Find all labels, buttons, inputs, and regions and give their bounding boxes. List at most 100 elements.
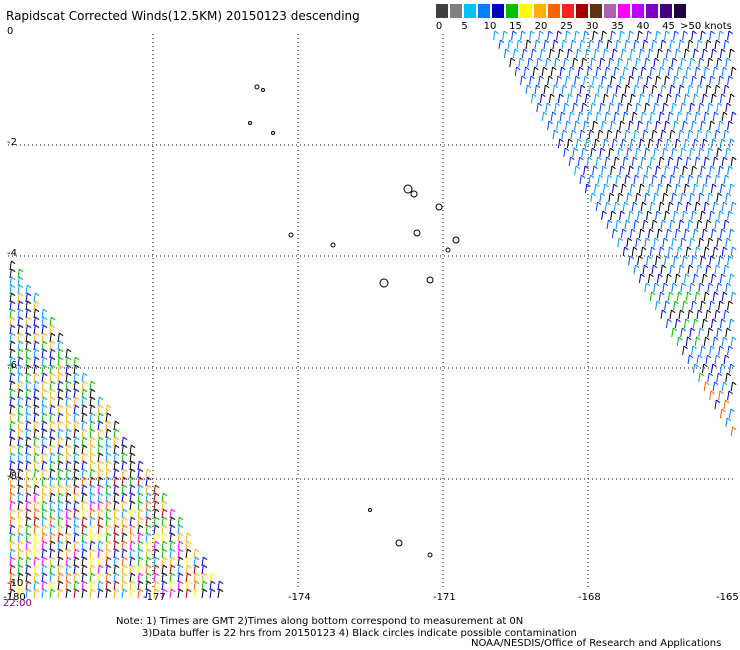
wind-barb [65,380,72,391]
wind-barb [660,129,667,140]
wind-barb [689,57,696,68]
wind-barb [113,564,120,575]
wind-barb [640,66,647,77]
wind-barb [49,356,56,367]
wind-barb [113,588,120,599]
wind-barb [655,210,661,221]
wind-barb [209,572,216,583]
lat-tick-label: -8 [7,471,17,482]
wind-barb [17,508,24,519]
wind-barb [638,93,645,104]
wind-barb [161,500,168,511]
wind-barb [579,84,586,95]
wind-barb [145,492,152,503]
wind-barb [685,336,692,347]
wind-barb [651,219,658,230]
wind-barb [660,264,667,275]
wind-barb [25,548,32,559]
wind-barb [701,48,708,59]
lat-lon-grid [8,34,733,590]
wind-barb [89,572,96,583]
wind-barb [9,564,16,575]
wind-barb [705,354,712,365]
wind-barb [25,564,32,575]
wind-barb [646,120,652,131]
wind-barb [579,129,586,140]
wind-barb [25,324,32,335]
wind-barb [17,348,24,359]
wind-barb [25,292,32,303]
wind-barb [81,420,88,431]
wind-barb [694,156,701,167]
wind-barb [49,396,56,407]
wind-barb [105,532,112,543]
wind-barb [49,364,56,375]
wind-barb [714,399,721,410]
wind-barb [25,356,32,367]
wind-barb [9,580,16,591]
wind-barb [635,237,642,248]
wind-barb [33,444,40,455]
wind-barb [613,201,620,212]
wind-barb [41,580,48,591]
wind-barb [583,30,589,41]
wind-barb [81,372,88,383]
wind-barb [185,564,192,575]
wind-barb [41,492,48,503]
wind-barb [169,524,176,535]
wind-barb [725,417,732,428]
wind-barb [709,255,715,266]
wind-barb [719,93,726,104]
wind-barb [669,129,676,140]
wind-barb [707,237,714,248]
wind-barb [725,372,732,383]
wind-barb [687,264,694,275]
wind-barb [617,102,624,113]
wind-barb [17,372,24,383]
wind-barb [660,219,667,230]
wind-barb [557,48,564,59]
wind-barb [97,588,104,599]
island-outline [330,242,336,248]
wind-barb [678,219,685,230]
colorbar-label: 20 [534,21,548,32]
wind-barb [714,354,721,365]
wind-barb [89,412,96,423]
wind-barb [574,75,580,86]
wind-barb [129,548,136,559]
wind-barb [25,284,32,295]
wind-barb [525,39,532,50]
wind-barb [113,532,120,543]
wind-barb [556,75,562,86]
wind-barb [665,138,672,149]
wind-barb [718,165,724,176]
wind-barb [638,273,645,284]
wind-barb [137,548,144,559]
wind-barb [201,572,208,583]
wind-barb [49,420,56,431]
wind-barb [145,540,152,551]
wind-barb [700,210,706,221]
wind-barb [49,500,56,511]
wind-barb [73,468,80,479]
wind-barb [9,348,16,359]
wind-barb [57,396,64,407]
wind-barb [592,165,598,176]
wind-barb [97,420,104,431]
wind-barb [137,484,144,495]
wind-barb [17,572,24,583]
wind-barb [73,588,80,599]
island-outline [261,88,265,92]
wind-barb [629,183,636,194]
wind-barb [33,372,40,383]
wind-barb [113,508,120,519]
wind-barb [678,84,685,95]
wind-barb [597,39,604,50]
wind-barb [41,380,48,391]
wind-barb [613,66,620,77]
wind-barb [730,246,737,257]
wind-barb [89,452,96,463]
wind-barb [692,93,699,104]
wind-barb [557,93,564,104]
wind-barb [552,39,559,50]
